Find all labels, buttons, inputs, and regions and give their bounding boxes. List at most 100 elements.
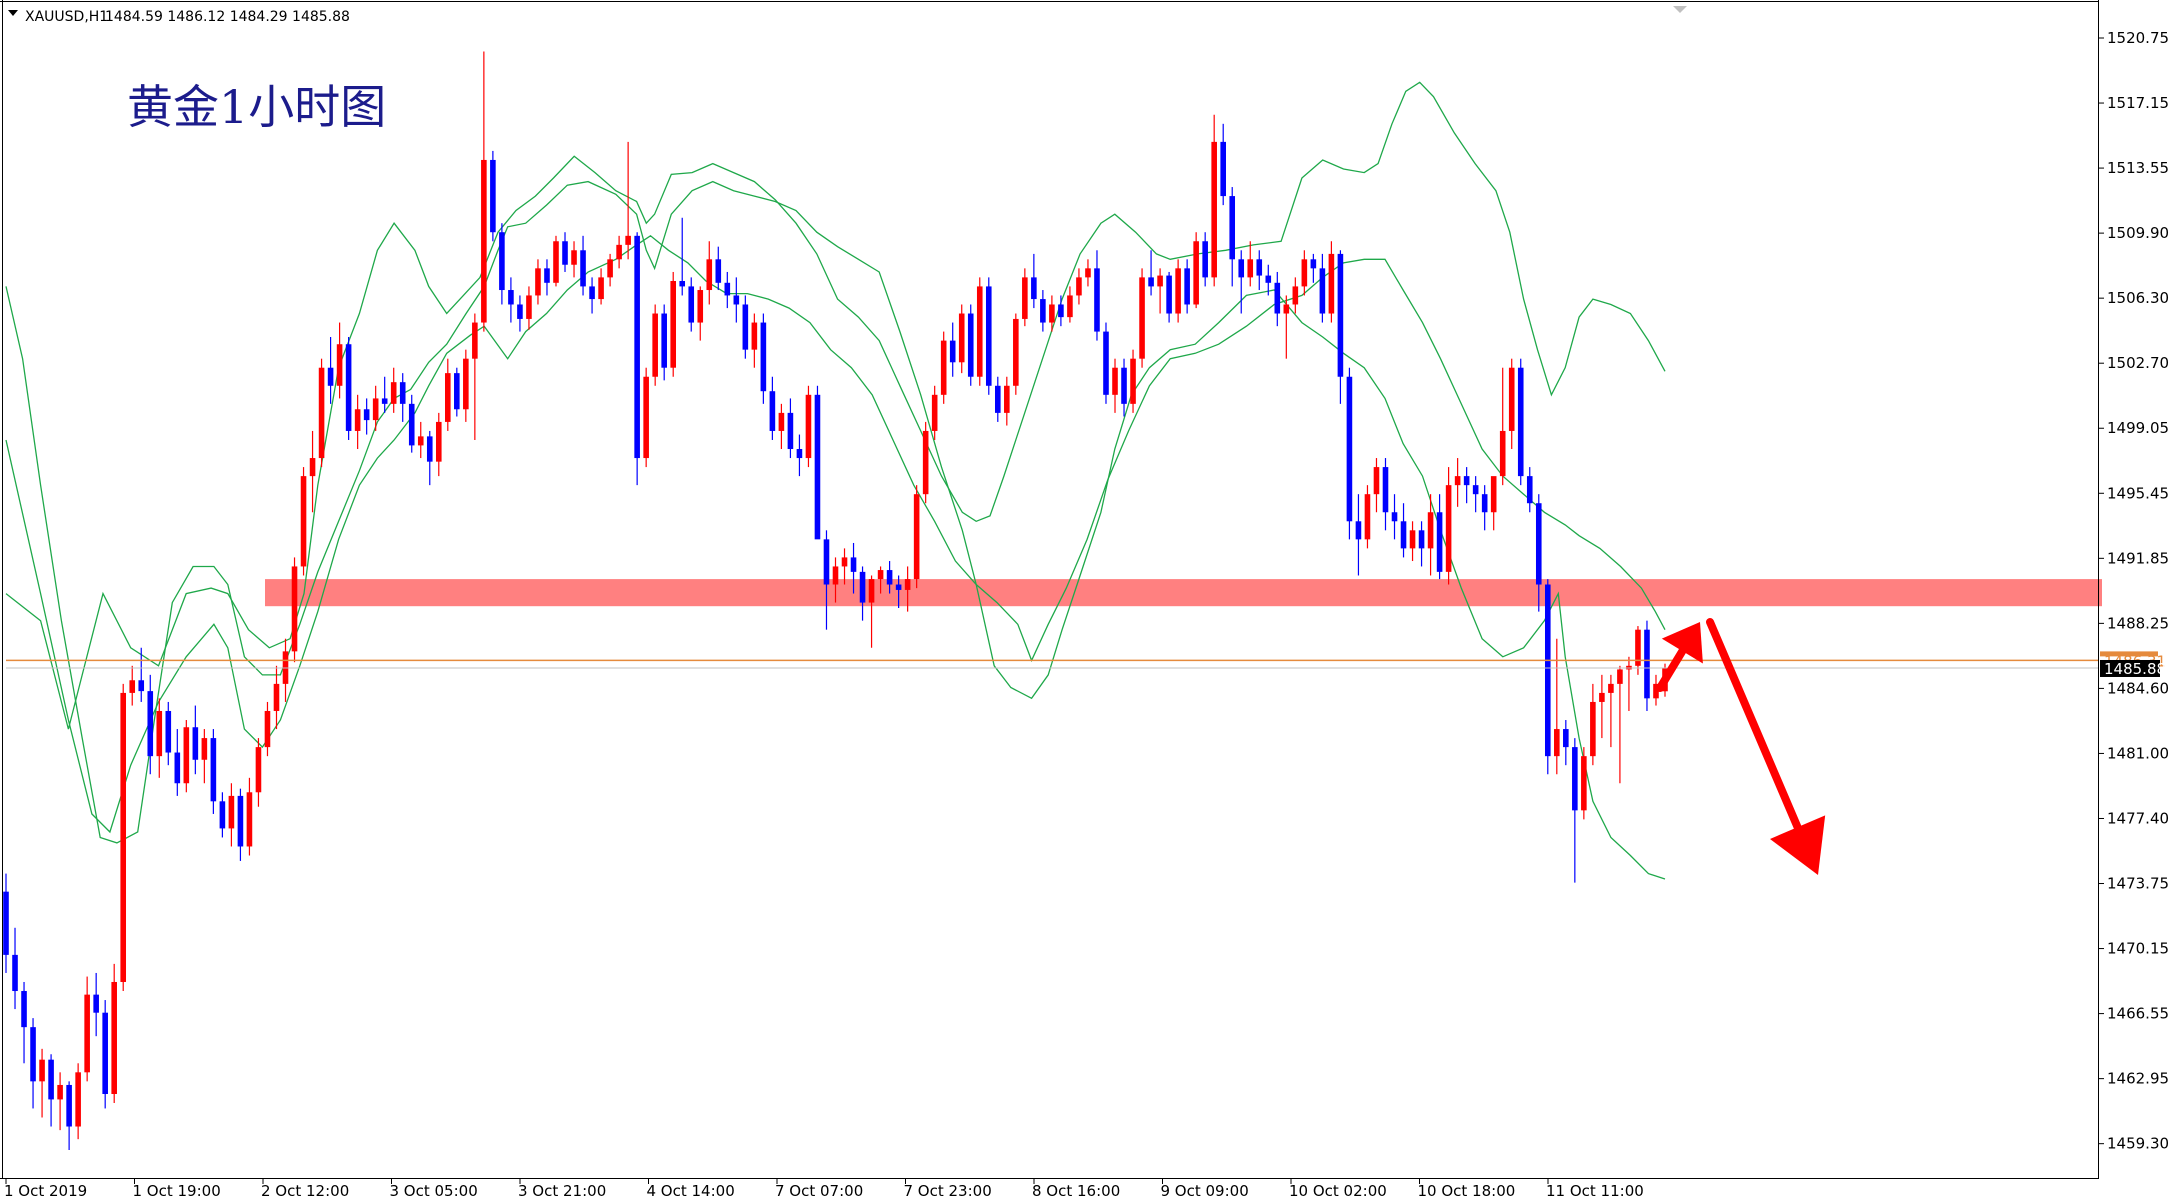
- candle: [1022, 268, 1028, 327]
- candle: [598, 268, 604, 305]
- candle-body: [841, 557, 848, 567]
- candle-body: [408, 403, 415, 446]
- candle-body: [111, 981, 117, 1094]
- candle-body: [517, 304, 523, 319]
- candle-body: [481, 159, 487, 323]
- candle-body: [1581, 756, 1587, 811]
- candle: [814, 385, 821, 540]
- highlighted-price-tag: [2100, 651, 2158, 657]
- candle-body: [1535, 503, 1542, 585]
- candle: [57, 1072, 63, 1131]
- candle: [1328, 241, 1335, 323]
- candle-body: [48, 1059, 54, 1100]
- candle: [12, 927, 18, 1010]
- candle: [381, 376, 388, 413]
- candle-body: [598, 277, 604, 300]
- candle: [922, 421, 929, 504]
- candle: [1112, 358, 1118, 413]
- candle: [1247, 241, 1254, 287]
- candle-body: [1418, 530, 1425, 549]
- candle: [1148, 250, 1154, 296]
- candle: [760, 313, 767, 404]
- candle: [1085, 259, 1091, 287]
- current-price-label: 1485.88: [2104, 660, 2166, 678]
- candle: [724, 271, 731, 309]
- candle: [1067, 286, 1073, 323]
- candle-body: [84, 994, 90, 1073]
- candle-body: [228, 795, 235, 829]
- candle-body: [381, 398, 388, 404]
- candle: [697, 286, 704, 341]
- candle: [1436, 494, 1443, 580]
- candle: [796, 434, 803, 477]
- candle-body: [859, 571, 866, 603]
- candle-body: [805, 394, 812, 459]
- candle: [1319, 253, 1326, 323]
- chart-menu-triangle-icon[interactable]: [8, 10, 18, 16]
- candle-body: [1256, 259, 1263, 276]
- candle-body: [12, 954, 18, 992]
- candle-body: [913, 494, 920, 580]
- candle: [1103, 322, 1109, 404]
- candle-body: [318, 367, 325, 459]
- candle: [435, 412, 442, 477]
- candle-body: [1328, 253, 1335, 314]
- symbol-label: XAUUSD,H1: [25, 9, 108, 25]
- price-axis[interactable]: 1520.75 1517.15 1513.55 1509.90 1506.30 1502.…: [2098, 29, 2169, 1153]
- candle-body: [201, 738, 208, 760]
- candle-body: [1265, 275, 1272, 283]
- candle-body: [463, 358, 469, 410]
- candle: [1121, 358, 1127, 417]
- candle: [1563, 720, 1569, 766]
- candle: [841, 548, 848, 585]
- candle: [192, 705, 199, 775]
- candle: [706, 241, 713, 305]
- chart-shift-marker-icon[interactable]: [1673, 6, 1687, 13]
- downtrend-arrow: [1706, 618, 1826, 875]
- candle-body: [1148, 277, 1154, 287]
- candle-body: [535, 268, 541, 296]
- candle-body: [1211, 141, 1217, 278]
- current-price-badge: 1485.88: [2100, 659, 2166, 678]
- candle-body: [1481, 494, 1488, 513]
- candle: [156, 698, 163, 778]
- candle-body: [1409, 530, 1416, 549]
- candle-body: [1499, 430, 1506, 477]
- time-axis[interactable]: 1 Oct 2019 1 Oct 19:00 2 Oct 12:00 3 Oct 05…: [4, 1178, 1644, 1200]
- bollinger-bands: [5, 81, 1666, 880]
- candle: [1058, 295, 1064, 327]
- candle: [408, 394, 415, 453]
- candle: [1049, 295, 1055, 332]
- candle: [1499, 367, 1506, 486]
- candle-body: [544, 268, 550, 283]
- candle: [679, 217, 686, 296]
- candle-body: [300, 476, 307, 567]
- candle: [336, 322, 343, 399]
- candle-body: [435, 421, 442, 462]
- candle-body: [994, 385, 1001, 413]
- x-tick-label: 10 Oct 18:00: [1418, 1182, 1516, 1200]
- x-tick-label: 10 Oct 02:00: [1289, 1182, 1387, 1200]
- candle-body: [1337, 253, 1344, 377]
- candle: [454, 367, 460, 417]
- candle-body: [1121, 367, 1127, 404]
- candle: [1076, 268, 1082, 305]
- candle: [1554, 638, 1560, 775]
- candle-body: [1157, 275, 1163, 287]
- candle-body: [1094, 268, 1100, 332]
- y-tick-label: 1481.00: [2107, 744, 2169, 762]
- candle: [652, 304, 658, 386]
- candle: [967, 304, 974, 386]
- candle-body: [1220, 141, 1226, 197]
- candle: [535, 259, 541, 305]
- x-tick-label: 1 Oct 19:00: [133, 1182, 221, 1200]
- candle-body: [39, 1059, 45, 1082]
- candle: [805, 385, 812, 468]
- candle-body: [751, 322, 758, 350]
- candle: [823, 530, 830, 630]
- candle: [715, 246, 722, 291]
- candle-body: [102, 1012, 108, 1094]
- candle: [517, 295, 523, 332]
- candle: [472, 313, 478, 440]
